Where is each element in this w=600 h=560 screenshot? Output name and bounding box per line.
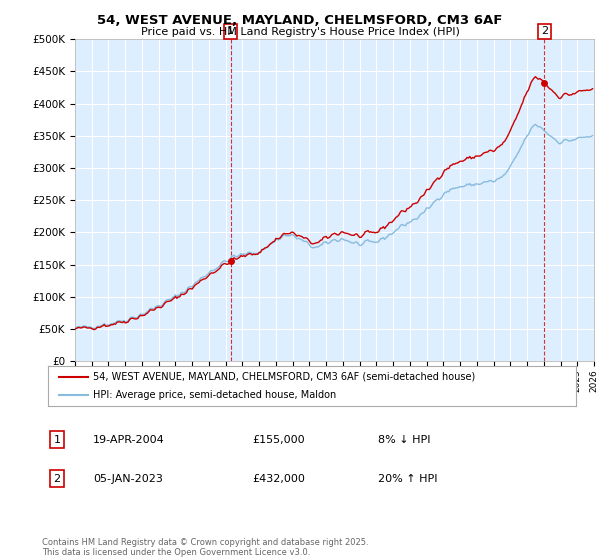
Text: 54, WEST AVENUE, MAYLAND, CHELMSFORD, CM3 6AF (semi-detached house): 54, WEST AVENUE, MAYLAND, CHELMSFORD, CM… [93, 372, 475, 382]
Text: 2: 2 [53, 474, 61, 484]
Text: 05-JAN-2023: 05-JAN-2023 [93, 474, 163, 484]
Text: 2: 2 [541, 26, 548, 36]
Text: £432,000: £432,000 [252, 474, 305, 484]
Text: 19-APR-2004: 19-APR-2004 [93, 435, 165, 445]
Text: £155,000: £155,000 [252, 435, 305, 445]
Text: 1: 1 [227, 26, 234, 36]
Text: Contains HM Land Registry data © Crown copyright and database right 2025.
This d: Contains HM Land Registry data © Crown c… [42, 538, 368, 557]
Text: 54, WEST AVENUE, MAYLAND, CHELMSFORD, CM3 6AF: 54, WEST AVENUE, MAYLAND, CHELMSFORD, CM… [97, 14, 503, 27]
Text: HPI: Average price, semi-detached house, Maldon: HPI: Average price, semi-detached house,… [93, 390, 336, 400]
Text: 8% ↓ HPI: 8% ↓ HPI [378, 435, 431, 445]
Text: Price paid vs. HM Land Registry's House Price Index (HPI): Price paid vs. HM Land Registry's House … [140, 27, 460, 37]
Text: 1: 1 [53, 435, 61, 445]
Text: 20% ↑ HPI: 20% ↑ HPI [378, 474, 437, 484]
